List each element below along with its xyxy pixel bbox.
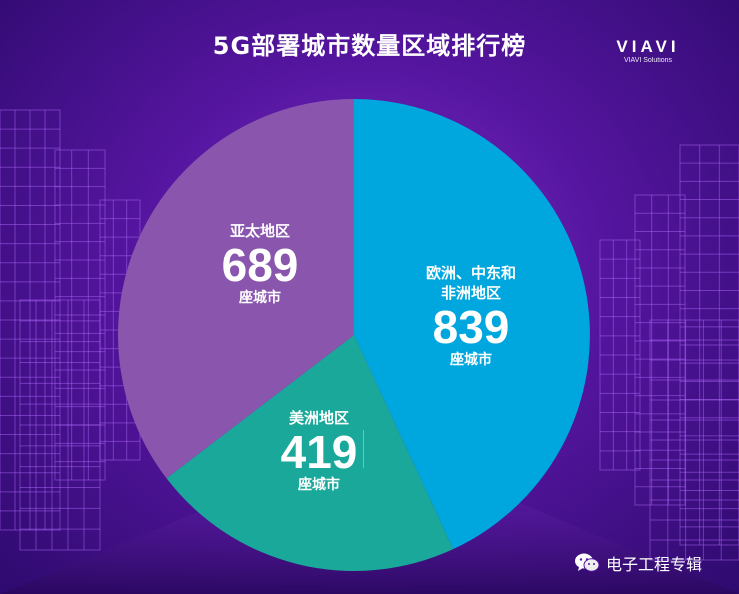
- slice-value: 689: [221, 239, 299, 291]
- chart-title: 5G部署城市数量区域排行榜: [212, 32, 527, 60]
- slice-name: 亚太地区: [229, 222, 290, 240]
- logo-tagline: VIAVI Solutions: [623, 57, 673, 64]
- viavi-logo: VIAVI VIAVI Solutions: [608, 38, 688, 65]
- slice-unit: 座城市: [450, 352, 492, 368]
- slice-value: 839: [432, 301, 510, 353]
- slice-label-americas: 美洲地区 419 座城市: [254, 408, 384, 494]
- slice-value: 419: [280, 426, 358, 478]
- pie-slice-0: [354, 99, 590, 550]
- slice-unit: 座城市: [298, 477, 340, 493]
- watermark-text: 电子工程专辑: [606, 555, 703, 574]
- slice-name: 美洲地区: [288, 409, 349, 427]
- slice-unit: 座城市: [239, 290, 281, 306]
- logo-mark: VIAVI: [616, 37, 680, 56]
- slice-name-line-2: 非洲地区: [440, 284, 501, 302]
- pie-slice-2: [118, 99, 354, 479]
- slice-label-apac: 亚太地区 689 座城市: [190, 221, 330, 307]
- wechat-icon: [575, 553, 600, 572]
- pie-slice-1: [166, 335, 454, 571]
- slice-name-line-1: 欧洲、中东和: [425, 264, 516, 282]
- text-cursor: [363, 430, 364, 468]
- slice-label-emea: 欧洲、中东和 非洲地区 839 座城市: [396, 263, 546, 369]
- watermark: 电子工程专辑: [574, 551, 702, 575]
